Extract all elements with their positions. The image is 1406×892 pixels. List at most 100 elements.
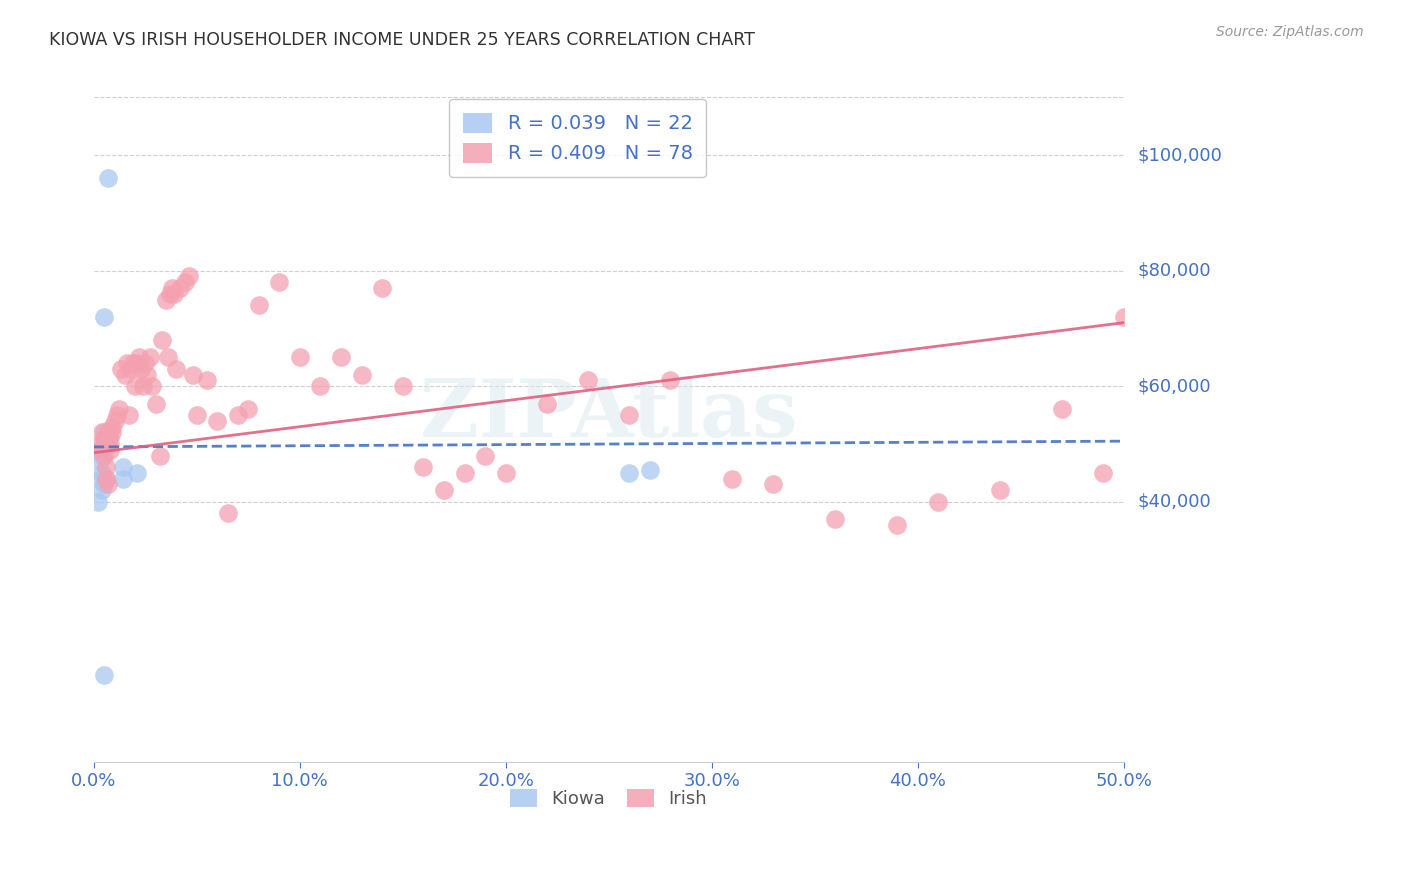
Point: [89, 442, 111, 457]
Point: [89, 454, 111, 468]
Point: [824, 512, 846, 526]
Point: [89, 437, 111, 451]
Point: [103, 414, 125, 428]
Point: [226, 408, 249, 422]
Point: [157, 351, 180, 365]
Point: [96, 460, 118, 475]
Point: [138, 351, 160, 365]
Point: [100, 437, 122, 451]
Point: [391, 379, 413, 393]
Point: [93, 425, 115, 440]
Point: [619, 408, 641, 422]
Text: ZIPAtlas: ZIPAtlas: [420, 376, 797, 454]
Point: [129, 362, 152, 376]
Point: [93, 310, 115, 324]
Point: [988, 483, 1011, 498]
Legend: Kiowa, Irish: Kiowa, Irish: [503, 781, 714, 815]
Point: [124, 379, 146, 393]
Point: [107, 402, 129, 417]
Point: [181, 368, 204, 382]
Point: [721, 472, 744, 486]
Point: [93, 668, 115, 682]
Point: [269, 275, 291, 289]
Point: [93, 437, 115, 451]
Point: [110, 362, 132, 376]
Point: [97, 431, 120, 445]
Point: [91, 449, 114, 463]
Point: [91, 442, 114, 457]
Point: [111, 472, 134, 486]
Point: [128, 351, 150, 365]
Point: [350, 368, 373, 382]
Point: [177, 269, 200, 284]
Point: [186, 408, 208, 422]
Point: [132, 379, 155, 393]
Point: [159, 286, 181, 301]
Point: [97, 477, 120, 491]
Point: [149, 449, 172, 463]
Point: [115, 356, 138, 370]
Point: [371, 281, 394, 295]
Point: [114, 368, 136, 382]
Point: [886, 517, 908, 532]
Point: [93, 431, 115, 445]
Point: [160, 281, 183, 295]
Point: [474, 449, 496, 463]
Text: $40,000: $40,000: [1137, 492, 1211, 511]
Text: $60,000: $60,000: [1137, 377, 1211, 395]
Point: [163, 286, 186, 301]
Point: [638, 463, 661, 477]
Point: [238, 402, 260, 417]
Text: Source: ZipAtlas.com: Source: ZipAtlas.com: [1216, 25, 1364, 39]
Text: $100,000: $100,000: [1137, 146, 1222, 164]
Point: [96, 472, 118, 486]
Point: [536, 396, 558, 410]
Point: [927, 495, 949, 509]
Point: [91, 425, 114, 440]
Point: [659, 374, 682, 388]
Point: [217, 507, 239, 521]
Point: [97, 171, 120, 186]
Point: [173, 275, 195, 289]
Point: [100, 442, 122, 457]
Point: [91, 483, 114, 498]
Point: [169, 281, 191, 295]
Point: [101, 419, 124, 434]
Point: [495, 466, 517, 480]
Point: [141, 379, 163, 393]
Point: [412, 460, 434, 475]
Point: [145, 396, 167, 410]
Point: [1091, 466, 1114, 480]
Point: [97, 425, 120, 440]
Point: [136, 368, 159, 382]
Point: [150, 333, 173, 347]
Point: [127, 466, 149, 480]
Point: [111, 460, 134, 475]
Point: [134, 356, 156, 370]
Point: [433, 483, 456, 498]
Point: [122, 356, 145, 370]
Point: [247, 298, 270, 312]
Point: [93, 449, 115, 463]
Point: [195, 374, 218, 388]
Point: [619, 466, 641, 480]
Point: [576, 374, 599, 388]
Point: [1112, 310, 1135, 324]
Point: [309, 379, 332, 393]
Text: $80,000: $80,000: [1137, 261, 1211, 280]
Point: [207, 414, 229, 428]
Point: [120, 362, 142, 376]
Point: [330, 351, 353, 365]
Point: [105, 408, 128, 422]
Point: [87, 495, 110, 509]
Point: [101, 425, 124, 440]
Text: KIOWA VS IRISH HOUSEHOLDER INCOME UNDER 25 YEARS CORRELATION CHART: KIOWA VS IRISH HOUSEHOLDER INCOME UNDER …: [49, 31, 755, 49]
Point: [96, 437, 118, 451]
Point: [89, 472, 111, 486]
Point: [93, 437, 115, 451]
Point: [91, 466, 114, 480]
Point: [127, 356, 149, 370]
Point: [165, 362, 187, 376]
Point: [1050, 402, 1073, 417]
Point: [762, 477, 785, 491]
